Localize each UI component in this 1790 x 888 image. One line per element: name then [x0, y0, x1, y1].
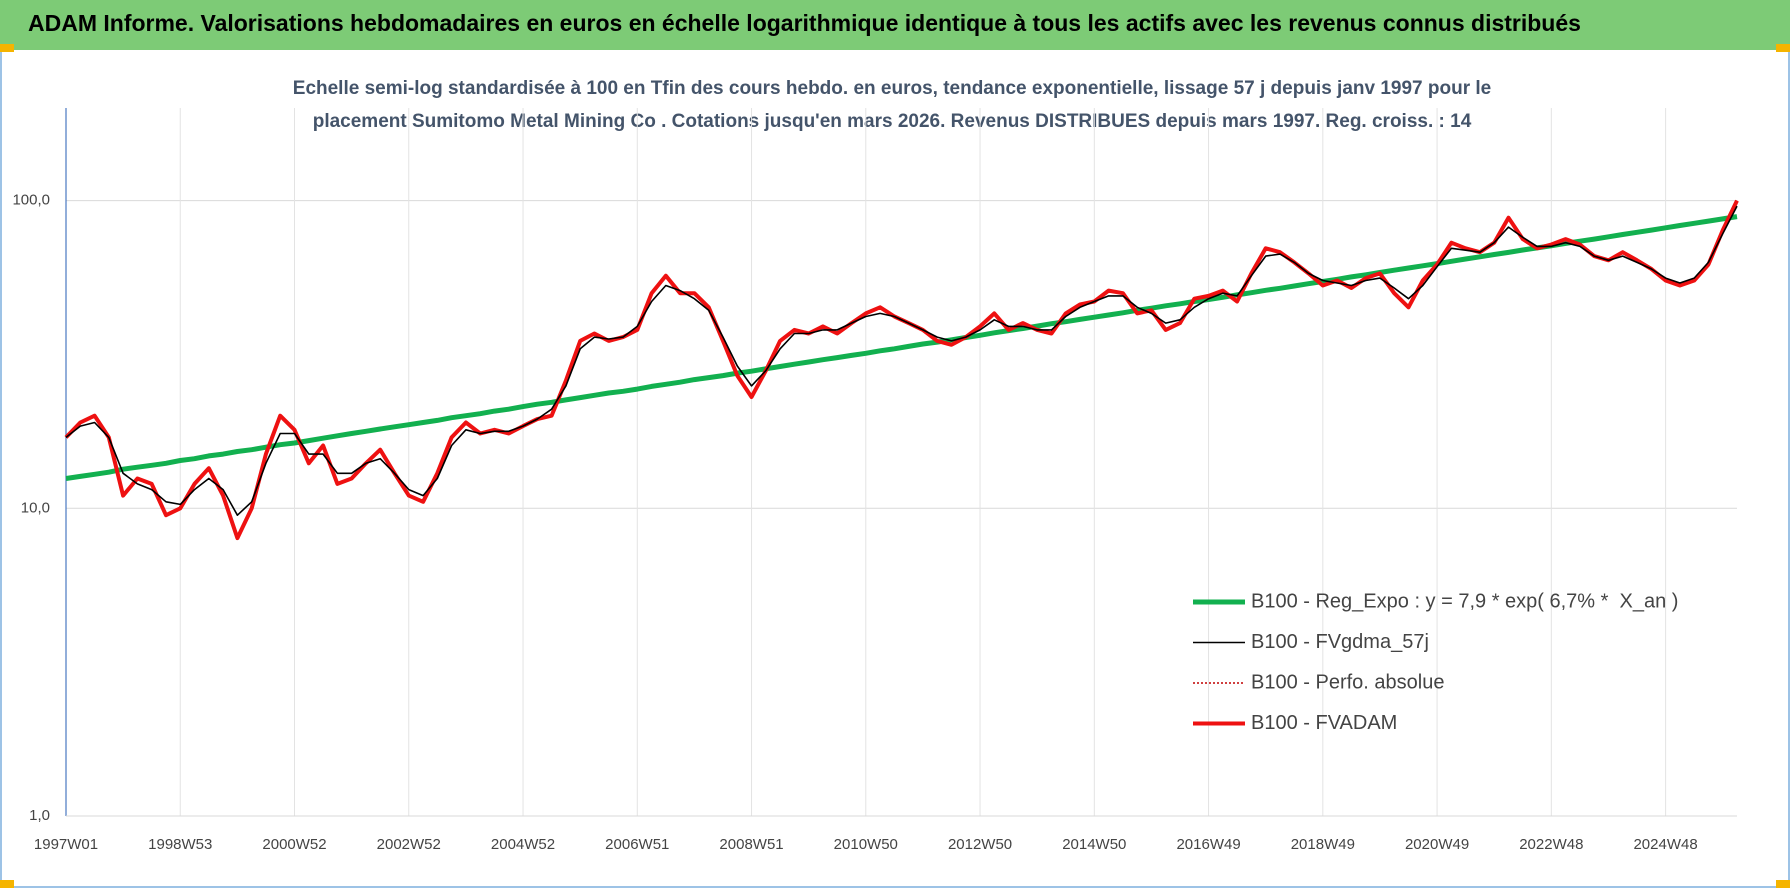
x-tick-label: 1998W53: [148, 836, 212, 853]
x-tick-label: 2016W49: [1176, 836, 1240, 853]
chart-title: ADAM Informe. Valorisations hebdomadaire…: [28, 10, 1581, 36]
legend-label: B100 - Reg_Expo : y = 7,9 * exp( 6,7% * …: [1251, 590, 1678, 612]
x-tick-label: 2010W50: [834, 836, 898, 853]
corner: [0, 44, 14, 52]
corner: [0, 880, 14, 888]
y-tick-label: 100,0: [12, 192, 50, 209]
corner: [1776, 880, 1790, 888]
x-tick-label: 2002W52: [377, 836, 441, 853]
x-tick-label: 2000W52: [262, 836, 326, 853]
corner: [1776, 44, 1790, 52]
x-tick-label: 2014W50: [1062, 836, 1126, 853]
series-line: [65, 205, 1738, 516]
legend-label: B100 - FVgdma_57j: [1251, 631, 1429, 653]
y-tick-label: 10,0: [21, 499, 50, 516]
x-tick-label: 2020W49: [1405, 836, 1469, 853]
x-tick-label: 2024W48: [1633, 836, 1697, 853]
y-tick-label: 1,0: [29, 807, 50, 824]
x-tick-label: 2022W48: [1519, 836, 1583, 853]
legend-label: B100 - FVADAM: [1251, 712, 1397, 734]
subtitle: Echelle semi-log standardisée à 100 en T…: [293, 78, 1491, 99]
header-bar: [0, 0, 1790, 50]
x-tick-label: 1997W01: [34, 836, 98, 853]
series-line: [65, 214, 1738, 481]
x-tick-label: 2012W50: [948, 836, 1012, 853]
x-tick-label: 2004W52: [491, 836, 555, 853]
grid: 1,0 10,0 100,0 1997W01 1998W53 2000W52 2002W52…: [12, 108, 1737, 853]
legend-label: B100 - Perfo. absolue: [1251, 671, 1444, 693]
plot: [64, 199, 1739, 541]
x-tick-label: 2006W51: [605, 836, 669, 853]
x-tick-label: 2008W51: [719, 836, 783, 853]
legend: B100 - Reg_Expo : y = 7,9 * exp( 6,7% * …: [1193, 590, 1678, 734]
x-tick-label: 2018W49: [1291, 836, 1355, 853]
subtitle: placement Sumitomo Metal Mining Co . Cot…: [313, 111, 1472, 132]
